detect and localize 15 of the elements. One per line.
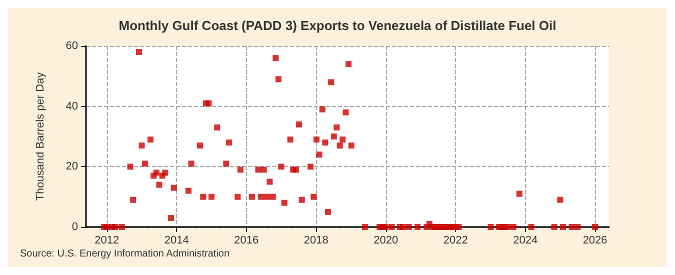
y-tick-label: 40 xyxy=(66,100,78,112)
y-tick-label: 0 xyxy=(72,221,78,233)
y-axis-title: Thousand Barrels per Day xyxy=(34,72,46,201)
x-tick-label: 2026 xyxy=(582,234,608,246)
x-tick-label: 2020 xyxy=(374,234,398,246)
chart-title: Monthly Gulf Coast (PADD 3) Exports to Venezuela of Distillate Fuel Oil xyxy=(118,18,556,33)
source-note: Source: U.S. Energy Information Administration xyxy=(20,248,230,260)
x-tick-label: 2024 xyxy=(513,234,538,246)
x-tick-label: 2018 xyxy=(304,234,328,246)
y-tick-label: 20 xyxy=(66,160,78,173)
x-tick-label: 2016 xyxy=(234,234,259,246)
x-tick-label: 2014 xyxy=(164,234,189,246)
x-tick-label: 2022 xyxy=(443,234,468,246)
y-tick-label: 60 xyxy=(66,40,78,52)
x-tick-label: 2012 xyxy=(94,234,120,246)
